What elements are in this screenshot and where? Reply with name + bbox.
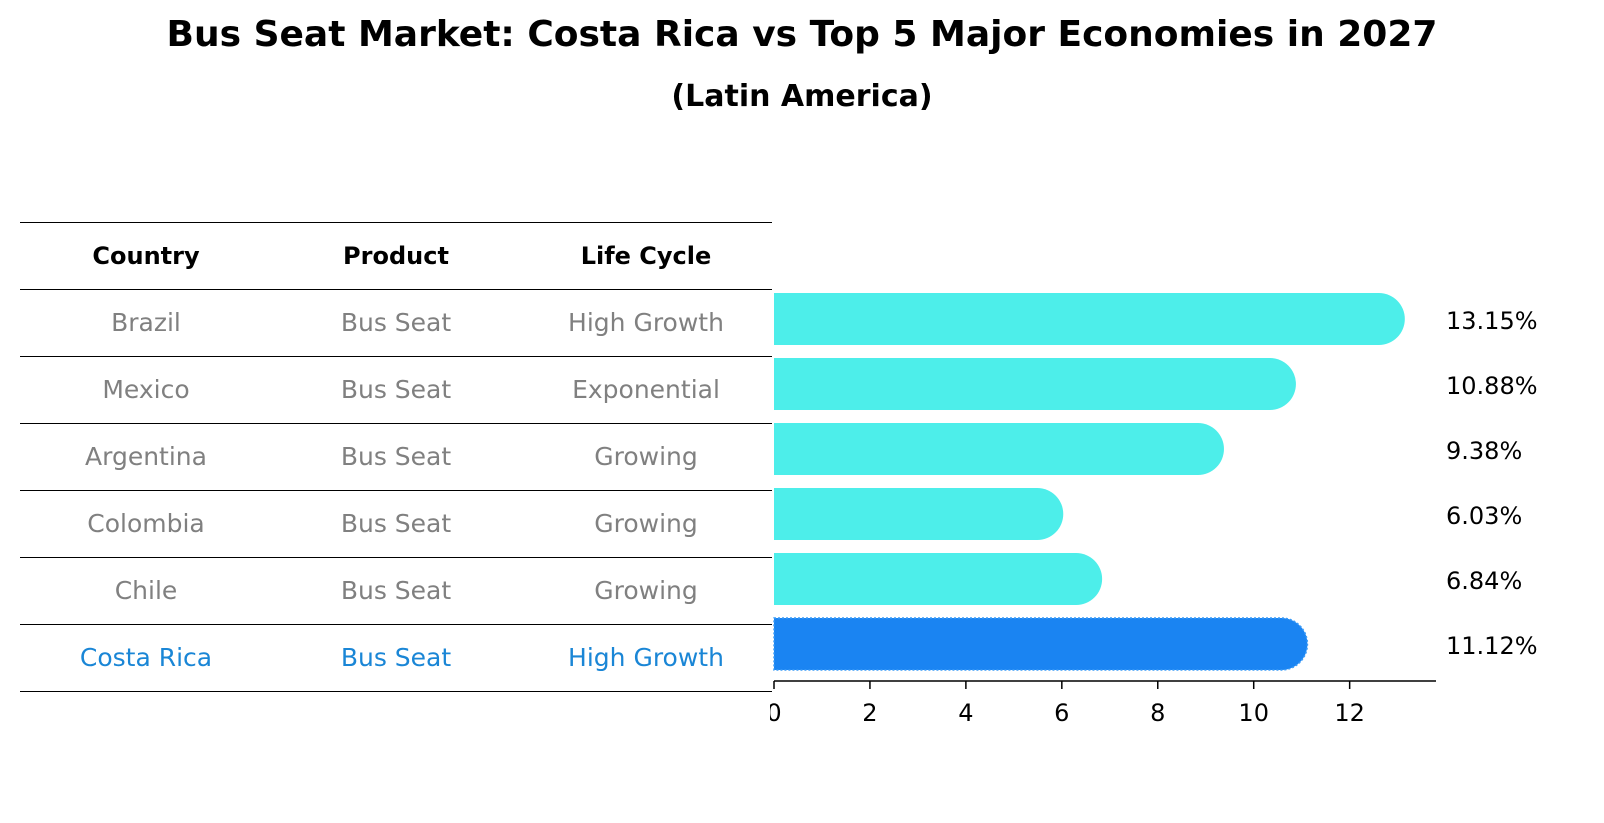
table-row: Chile Bus Seat Growing (20, 557, 772, 624)
cell-country: Costa Rica (79, 643, 213, 672)
bar-value-label: 6.03% (1446, 502, 1522, 530)
cell-country: Argentina (85, 442, 207, 471)
bar-value-label: 9.38% (1446, 437, 1522, 465)
cell-life-cycle: Growing (594, 576, 698, 605)
cell-life-cycle: Growing (594, 509, 698, 538)
cell-product: Bus Seat (340, 308, 452, 337)
bar-value-label: 6.84% (1446, 567, 1522, 595)
table-row: Mexico Bus Seat Exponential (20, 356, 772, 423)
cell-product: Bus Seat (340, 509, 452, 538)
header-life-cycle: Life Cycle (580, 242, 712, 270)
table-row: Colombia Bus Seat Growing (20, 490, 772, 557)
x-tick-label: 12 (1334, 699, 1365, 727)
header-product: Product (343, 242, 449, 270)
x-tick-label: 10 (1238, 699, 1269, 727)
cell-product: Bus Seat (340, 643, 452, 672)
cell-country: Chile (114, 576, 178, 605)
bar-chile (774, 553, 1103, 605)
cell-life-cycle: Growing (594, 442, 698, 471)
cell-country: Mexico (102, 375, 190, 404)
bar-brazil (774, 293, 1405, 345)
cell-product: Bus Seat (340, 576, 452, 605)
bar-colombia (774, 488, 1064, 540)
cell-product: Bus Seat (340, 375, 452, 404)
country-table: Country Product Life Cycle Brazil Bus Se… (20, 222, 772, 692)
table-row: Argentina Bus Seat Growing (20, 423, 772, 490)
cell-life-cycle: High Growth (568, 643, 724, 672)
table-header-row: Country Product Life Cycle (20, 222, 772, 289)
x-tick-label: 2 (862, 699, 877, 727)
chart-title: Bus Seat Market: Costa Rica vs Top 5 Maj… (166, 14, 1438, 55)
cell-product: Bus Seat (340, 442, 452, 471)
bar-costa-rica (773, 617, 1309, 671)
bar-mexico (774, 358, 1296, 410)
bar-value-label: 10.88% (1446, 372, 1538, 400)
cell-life-cycle: High Growth (568, 308, 724, 337)
bar-argentina (774, 423, 1224, 475)
bar-value-label: 13.15% (1446, 307, 1538, 335)
header-country: Country (92, 242, 200, 270)
cell-country: Colombia (87, 509, 205, 538)
bar-chart: 13.15% 10.88% 9.38% 6.03% 6.84% 11.12% 0 2 4 6 8 10… (770, 293, 1538, 727)
cell-life-cycle: Exponential (572, 375, 720, 404)
x-tick-label: 0 (770, 699, 782, 727)
chart-subtitle: (Latin America) (671, 79, 933, 114)
table-row: Brazil Bus Seat High Growth (20, 289, 772, 356)
x-tick-label: 8 (1150, 699, 1165, 727)
table-row-highlight: Costa Rica Bus Seat High Growth (20, 624, 772, 692)
cell-country: Brazil (111, 308, 181, 337)
x-tick-label: 4 (958, 699, 973, 727)
bar-value-label: 11.12% (1446, 632, 1538, 660)
x-tick-label: 6 (1054, 699, 1069, 727)
